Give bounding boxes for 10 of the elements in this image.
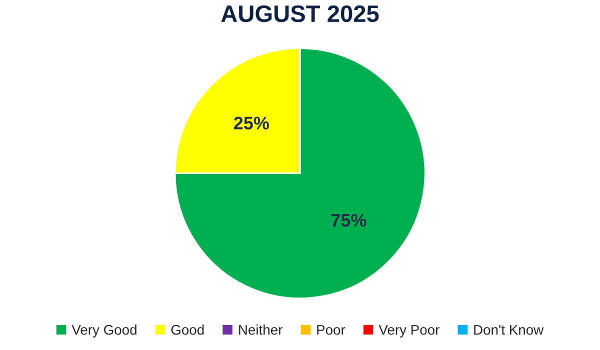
chart-title: AUGUST 2025 — [221, 5, 379, 22]
legend-label: Very Poor — [378, 325, 440, 338]
data-label: 25% — [234, 116, 269, 130]
legend-label: Poor — [317, 325, 346, 335]
pie-slice — [174, 48, 426, 299]
legend-label: Very Good — [72, 324, 136, 338]
legend-label: Neither — [239, 324, 282, 335]
data-label: 75% — [331, 214, 366, 227]
legend-label: Good — [171, 324, 204, 335]
legend-label: Don't Know — [474, 325, 544, 335]
